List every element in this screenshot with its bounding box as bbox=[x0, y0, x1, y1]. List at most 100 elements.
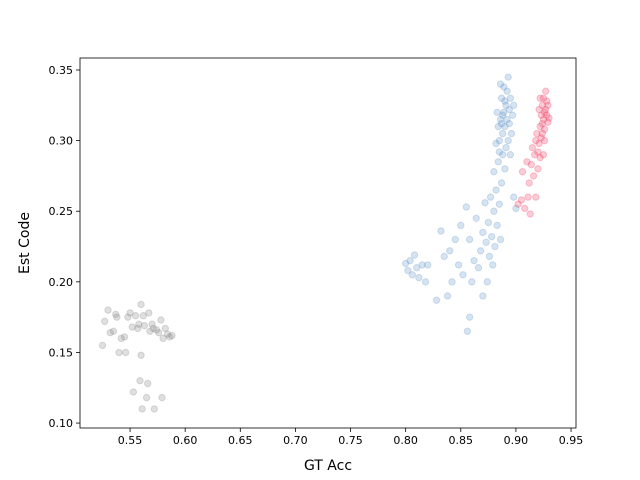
point bbox=[505, 105, 514, 114]
point bbox=[510, 101, 518, 110]
point bbox=[472, 214, 480, 222]
point bbox=[454, 261, 463, 269]
point bbox=[541, 105, 550, 114]
point bbox=[446, 247, 454, 255]
plot-frame bbox=[79, 57, 577, 429]
point bbox=[512, 204, 520, 213]
x-axis-label: GT Acc bbox=[304, 458, 352, 474]
point bbox=[479, 292, 487, 300]
point bbox=[536, 94, 544, 102]
point bbox=[492, 186, 500, 194]
point bbox=[465, 313, 474, 321]
point bbox=[408, 271, 416, 279]
point bbox=[501, 165, 509, 173]
x-tick-label: 0.95 bbox=[559, 434, 584, 447]
point bbox=[146, 327, 154, 335]
point bbox=[457, 221, 465, 230]
point bbox=[145, 309, 153, 317]
point bbox=[424, 261, 432, 269]
point bbox=[470, 256, 478, 265]
point bbox=[166, 333, 174, 341]
point bbox=[98, 341, 107, 350]
point bbox=[532, 136, 540, 145]
point bbox=[504, 136, 512, 145]
y-axis-label: Est Code bbox=[17, 212, 33, 274]
point bbox=[539, 94, 548, 102]
point bbox=[545, 114, 553, 122]
point bbox=[503, 115, 511, 124]
y-tick-label: 0.15 bbox=[49, 346, 74, 359]
point bbox=[440, 252, 448, 261]
point bbox=[538, 129, 547, 138]
point bbox=[112, 310, 120, 319]
point bbox=[129, 388, 138, 396]
point bbox=[443, 292, 452, 300]
point bbox=[121, 348, 130, 357]
x-tick-label: 0.70 bbox=[283, 434, 308, 447]
x-tick-label: 0.75 bbox=[338, 434, 363, 447]
point bbox=[496, 235, 505, 244]
point bbox=[490, 167, 498, 176]
y-tick-label: 0.35 bbox=[49, 64, 74, 77]
x-tick-label: 0.85 bbox=[449, 434, 474, 447]
point bbox=[158, 393, 166, 402]
point bbox=[459, 271, 467, 279]
point bbox=[533, 129, 541, 138]
x-tick-label: 0.55 bbox=[118, 434, 143, 447]
point bbox=[543, 97, 551, 105]
point bbox=[497, 119, 506, 128]
point bbox=[532, 193, 540, 201]
point bbox=[544, 118, 552, 126]
point bbox=[497, 179, 506, 187]
point bbox=[404, 266, 412, 275]
point bbox=[504, 73, 512, 81]
point bbox=[140, 321, 149, 330]
point bbox=[536, 122, 544, 131]
point bbox=[412, 264, 421, 272]
point bbox=[142, 393, 151, 402]
point bbox=[106, 328, 114, 337]
point bbox=[491, 242, 499, 251]
point bbox=[401, 259, 410, 268]
point bbox=[496, 80, 505, 88]
point bbox=[150, 405, 159, 413]
point bbox=[100, 317, 109, 326]
point bbox=[486, 193, 495, 201]
point bbox=[410, 251, 419, 259]
point bbox=[149, 324, 157, 333]
point bbox=[131, 312, 140, 320]
point bbox=[113, 313, 121, 321]
point bbox=[482, 238, 490, 246]
point bbox=[490, 207, 498, 215]
point bbox=[535, 139, 543, 148]
point bbox=[465, 235, 474, 244]
point bbox=[501, 122, 509, 131]
point bbox=[537, 134, 545, 142]
point bbox=[474, 264, 483, 272]
point bbox=[489, 261, 497, 269]
point bbox=[503, 87, 511, 95]
point bbox=[487, 232, 496, 241]
point bbox=[521, 204, 529, 213]
point bbox=[538, 101, 547, 110]
point bbox=[510, 193, 518, 201]
point bbox=[495, 200, 504, 208]
y-tick-label: 0.25 bbox=[49, 205, 74, 218]
point bbox=[137, 351, 145, 359]
point bbox=[493, 221, 501, 230]
point bbox=[507, 129, 516, 138]
point bbox=[448, 278, 456, 286]
point bbox=[451, 235, 459, 244]
point bbox=[136, 376, 144, 385]
point bbox=[415, 273, 423, 282]
point bbox=[143, 379, 152, 388]
point bbox=[124, 313, 132, 321]
point bbox=[148, 320, 156, 328]
point bbox=[527, 160, 536, 169]
point bbox=[104, 306, 112, 314]
point bbox=[534, 148, 542, 156]
point bbox=[536, 153, 544, 162]
point bbox=[484, 218, 493, 227]
point bbox=[502, 101, 510, 110]
point bbox=[494, 122, 502, 131]
